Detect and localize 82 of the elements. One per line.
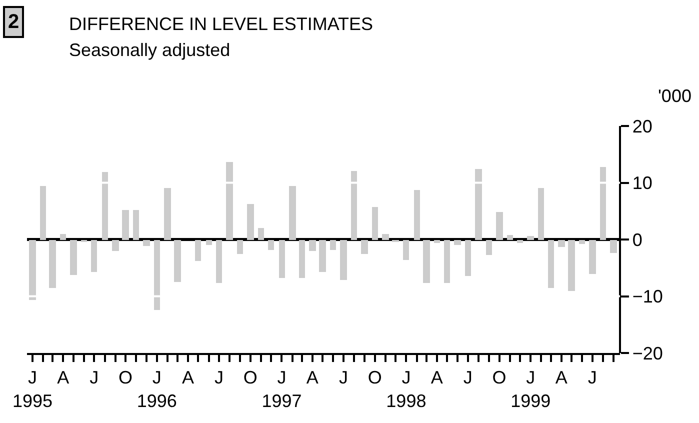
- bar: [403, 240, 409, 260]
- bar: [548, 240, 554, 288]
- bar: [60, 234, 66, 240]
- bar: [143, 240, 150, 246]
- bar: [195, 240, 201, 261]
- bar: [434, 240, 440, 243]
- bar: [112, 240, 119, 251]
- bar: [258, 228, 264, 240]
- y-axis-title: '000: [658, 86, 692, 106]
- bar: [414, 190, 420, 240]
- bar: [289, 186, 296, 240]
- bar: [49, 240, 56, 288]
- bar: [444, 240, 450, 283]
- bar: [91, 240, 97, 272]
- x-tick-label: J 1996: [136, 367, 177, 411]
- bar: [247, 204, 254, 240]
- bar: [538, 188, 544, 240]
- bar: [174, 240, 181, 282]
- bar: [454, 240, 461, 245]
- bar: [226, 162, 233, 240]
- x-tick-label: A: [57, 367, 70, 388]
- x-tick-label: J 1997: [262, 367, 302, 411]
- bar: [237, 240, 243, 254]
- text: 2: [8, 11, 20, 33]
- bar: [423, 240, 430, 283]
- bar: [330, 240, 336, 250]
- bar: [610, 240, 617, 253]
- x-tick-label: O: [118, 367, 133, 388]
- y-tick-label: −20: [632, 343, 663, 364]
- bar: [475, 169, 482, 240]
- bar: [507, 235, 513, 240]
- bar: [40, 186, 46, 240]
- x-tick-label: A: [182, 367, 194, 388]
- bar: [29, 240, 36, 300]
- bar: [372, 207, 378, 240]
- bar: [133, 210, 139, 240]
- bar: [496, 212, 503, 240]
- x-tick-label: J: [90, 367, 99, 388]
- x-tick-label: A: [555, 367, 568, 388]
- x-tick-label: J 1995: [12, 367, 52, 411]
- bar: [319, 240, 326, 272]
- bar: [216, 240, 222, 283]
- x-tick-label: O: [492, 367, 506, 388]
- bar: [102, 172, 108, 240]
- bar: [558, 240, 565, 247]
- x-tick-label: A: [306, 367, 318, 388]
- bar: [299, 240, 305, 278]
- bar: [361, 240, 368, 254]
- bar: [340, 240, 347, 280]
- bar: [279, 240, 285, 278]
- chart-title: DIFFERENCE IN LEVEL ESTIMATES: [69, 14, 374, 34]
- bar: [309, 240, 316, 251]
- x-tick-label: J: [588, 367, 597, 388]
- bar: [122, 210, 129, 240]
- bar: [351, 171, 357, 240]
- y-tick-label: 20: [632, 116, 652, 136]
- bar: [382, 234, 389, 240]
- bar: [465, 240, 471, 276]
- x-tick-label: J 1998: [386, 367, 426, 411]
- x-tick-label: J: [463, 367, 472, 388]
- bar: [600, 167, 606, 240]
- bar: [517, 240, 523, 243]
- chart-subtitle: Seasonally adjusted: [69, 40, 230, 60]
- bar: [70, 240, 77, 275]
- x-tick-label: O: [243, 367, 258, 388]
- y-tick-label: 0: [632, 230, 642, 250]
- bar: [527, 236, 534, 240]
- y-tick-label: −10: [632, 286, 663, 307]
- x-tick-label: J 1999: [510, 367, 551, 411]
- bar: [568, 240, 575, 291]
- x-tick-label: J: [338, 367, 348, 388]
- x-tick-label: O: [368, 367, 382, 388]
- y-tick-label: 10: [632, 173, 652, 194]
- bar: [589, 240, 596, 274]
- bar: [164, 188, 171, 240]
- bar: [486, 240, 492, 255]
- bar: [579, 240, 585, 244]
- bar: [268, 240, 274, 250]
- x-tick-label: J: [214, 367, 224, 388]
- bar: [206, 240, 212, 245]
- bar: [154, 240, 160, 310]
- x-tick-label: A: [430, 367, 443, 388]
